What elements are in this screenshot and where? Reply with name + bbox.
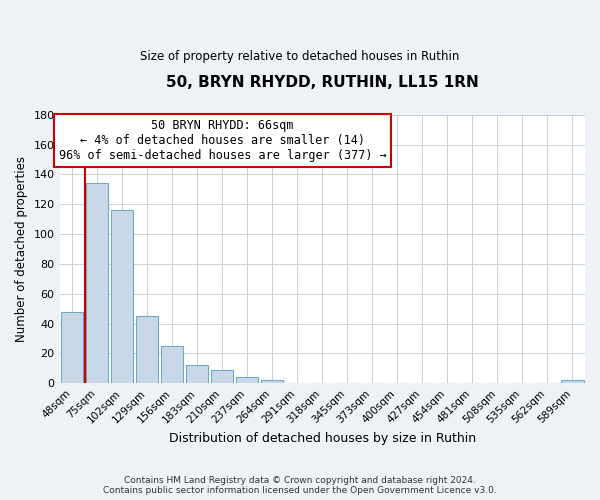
Bar <box>86 184 109 384</box>
Bar <box>161 346 184 384</box>
Text: Size of property relative to detached houses in Ruthin: Size of property relative to detached ho… <box>140 50 460 63</box>
Bar <box>61 312 83 384</box>
Bar <box>236 378 259 384</box>
Text: Contains HM Land Registry data © Crown copyright and database right 2024.
Contai: Contains HM Land Registry data © Crown c… <box>103 476 497 495</box>
Bar <box>111 210 133 384</box>
Bar <box>211 370 233 384</box>
Bar <box>136 316 158 384</box>
Title: 50, BRYN RHYDD, RUTHIN, LL15 1RN: 50, BRYN RHYDD, RUTHIN, LL15 1RN <box>166 75 479 90</box>
X-axis label: Distribution of detached houses by size in Ruthin: Distribution of detached houses by size … <box>169 432 476 445</box>
Bar <box>261 380 283 384</box>
Y-axis label: Number of detached properties: Number of detached properties <box>15 156 28 342</box>
Bar <box>561 380 584 384</box>
Text: 50 BRYN RHYDD: 66sqm
← 4% of detached houses are smaller (14)
96% of semi-detach: 50 BRYN RHYDD: 66sqm ← 4% of detached ho… <box>59 119 386 162</box>
Bar <box>186 366 208 384</box>
